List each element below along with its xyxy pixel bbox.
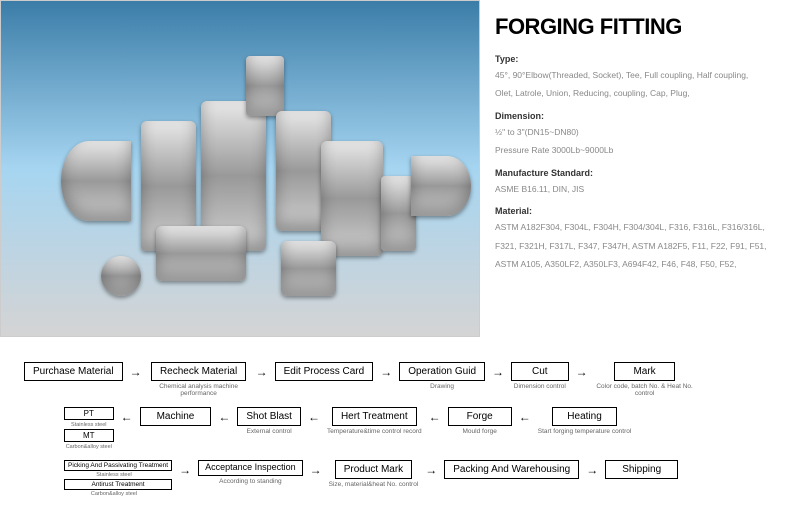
treatment-stack: Picking And Passivating Treatment Stainl… [64, 460, 172, 497]
node-operation-guid: Operation Guid [399, 362, 485, 381]
node-pt: PT [64, 407, 114, 420]
node-acceptance-inspection: Acceptance Inspection [198, 460, 303, 476]
node-cut: Cut [511, 362, 569, 381]
arrow-icon: ← [516, 411, 534, 423]
sub-cut: Dimension control [514, 383, 566, 390]
sub-recheck: Chemical analysis machine performance [149, 383, 249, 397]
arrow-icon: → [422, 464, 440, 476]
sub-ar: Carbon&alloy steel [64, 491, 164, 497]
sub-prodmark: Size, material&heat No. control [329, 481, 419, 488]
arrow-icon: → [253, 366, 271, 378]
dimension-label: Dimension: [495, 110, 781, 124]
type-text2: Olet, Latrole, Union, Reducing, coupling… [495, 87, 781, 100]
dimension-text2: Pressure Rate 3000Lb~9000Lb [495, 144, 781, 157]
node-mt: MT [64, 429, 114, 442]
arrow-icon: → [489, 366, 507, 378]
pt-mt-stack: PT Stainless steel MT Carbon&alloy steel [64, 407, 114, 450]
sub-pt: Stainless steel [64, 422, 114, 428]
node-edit-process-card: Edit Process Card [275, 362, 374, 381]
material-text3: ASTM A105, A350LF2, A350LF3, A694F42, F4… [495, 258, 781, 271]
material-text1: ASTM A182F304, F304L, F304H, F304/304L, … [495, 221, 781, 234]
standard-label: Manufacture Standard: [495, 167, 781, 181]
sub-acceptance: According to standing [219, 478, 282, 485]
node-machine: Machine [140, 407, 212, 426]
details-panel: FORGING FITTING Type: 45°, 90°Elbow(Thre… [480, 0, 796, 337]
flow-row-2: PT Stainless steel MT Carbon&alloy steel… [60, 407, 776, 450]
sub-heat: Temperature&time control record [327, 428, 422, 435]
sub-mark: Color code, batch No. & Heat No. control [595, 383, 695, 397]
node-picking-passivating: Picking And Passivating Treatment [64, 460, 172, 471]
arrow-icon: → [377, 366, 395, 378]
arrow-icon: ← [118, 411, 136, 423]
node-forge: Forge [448, 407, 512, 426]
arrow-icon: → [176, 464, 194, 476]
node-heating: Heating [552, 407, 616, 426]
arrow-icon: ← [215, 411, 233, 423]
flow-row-1: Purchase Material → Recheck Material Che… [20, 362, 776, 397]
sub-operation: Drawing [430, 383, 454, 390]
node-purchase-material: Purchase Material [24, 362, 123, 381]
node-product-mark: Product Mark [335, 460, 412, 479]
arrow-icon: ← [426, 411, 444, 423]
arrow-icon: → [583, 464, 601, 476]
node-recheck-material: Recheck Material [151, 362, 246, 381]
node-mark: Mark [614, 362, 674, 381]
top-section: FORGING FITTING Type: 45°, 90°Elbow(Thre… [0, 0, 796, 337]
node-shot-blast: Shot Blast [237, 407, 301, 426]
sub-forge: Mould forge [463, 428, 497, 435]
flow-row-3: Picking And Passivating Treatment Stainl… [60, 460, 776, 497]
node-antirust: Antirust Treatment [64, 479, 172, 490]
sub-heating: Start forging temperature control [538, 428, 632, 435]
sub-shotblast: External control [247, 428, 292, 435]
product-image [0, 0, 480, 337]
sub-mt: Carbon&alloy steel [64, 444, 114, 450]
arrow-icon: → [573, 366, 591, 378]
dimension-text1: ½" to 3"(DN15~DN80) [495, 126, 781, 139]
arrow-icon: ← [305, 411, 323, 423]
sub-pp: Stainless steel [64, 472, 164, 478]
standard-text1: ASME B16.11, DIN, JIS [495, 183, 781, 196]
node-packing-warehousing: Packing And Warehousing [444, 460, 579, 479]
arrow-icon: → [307, 464, 325, 476]
type-text1: 45°, 90°Elbow(Threaded, Socket), Tee, Fu… [495, 69, 781, 82]
node-shipping: Shipping [605, 460, 678, 479]
material-text2: F321, F321H, F317L, F347, F347H, ASTM A1… [495, 240, 781, 253]
material-label: Material: [495, 205, 781, 219]
page-title: FORGING FITTING [495, 10, 781, 43]
flowchart: Purchase Material → Recheck Material Che… [20, 362, 776, 497]
arrow-icon: → [127, 366, 145, 378]
node-heat-treatment: Hert Treatment [332, 407, 417, 426]
type-label: Type: [495, 53, 781, 67]
